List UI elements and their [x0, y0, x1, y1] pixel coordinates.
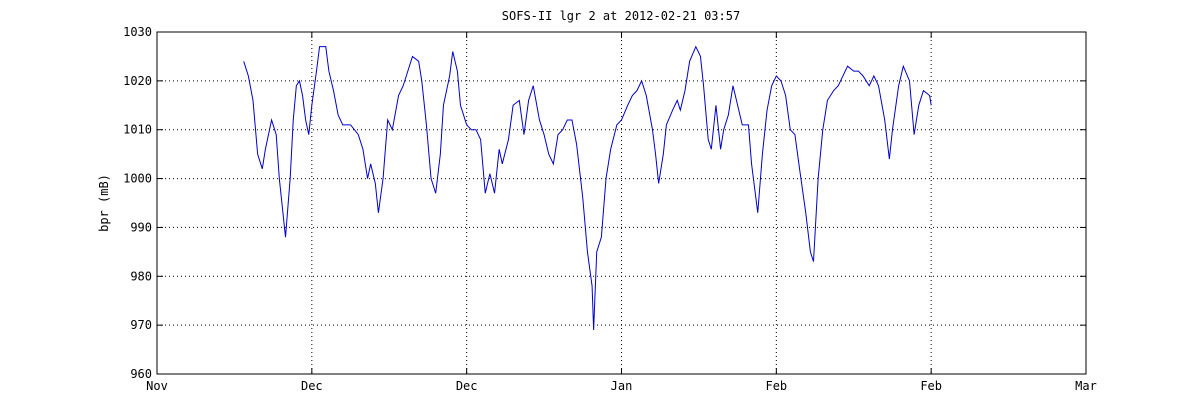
y-tick-label: 980 — [130, 269, 152, 283]
x-tick-label: Dec — [456, 379, 478, 393]
y-tick-label: 960 — [130, 367, 152, 381]
y-tick-label: 970 — [130, 318, 152, 332]
y-tick-label: 1020 — [123, 74, 152, 88]
y-tick-label: 1000 — [123, 172, 152, 186]
plot-frame — [156, 31, 1087, 375]
x-tick-label: Mar — [1075, 379, 1097, 393]
x-tick-label: Nov — [146, 379, 168, 393]
x-tick-label: Jan — [611, 379, 633, 393]
x-tick-label: Feb — [920, 379, 942, 393]
y-tick-label: 1030 — [123, 25, 152, 39]
data-line — [243, 45, 932, 331]
chart-title: SOFS-II lgr 2 at 2012-02-21 03:57 — [502, 9, 740, 23]
y-tick-label: 1010 — [123, 123, 152, 137]
y-tick-label: 990 — [130, 220, 152, 234]
x-tick-label: Dec — [301, 379, 323, 393]
x-tick-label: Feb — [765, 379, 787, 393]
y-axis-label: bpr (mB) — [97, 174, 111, 232]
